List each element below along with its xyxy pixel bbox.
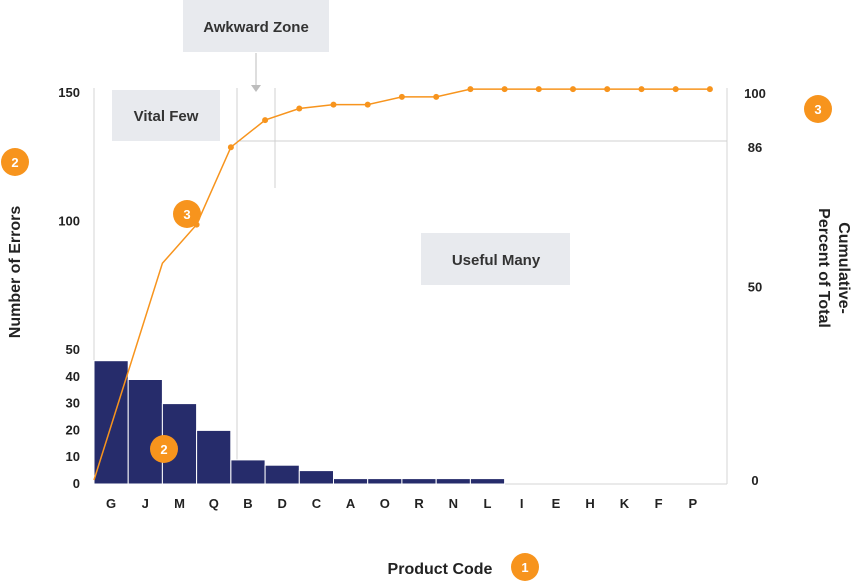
badge-right-axis-number: 3 xyxy=(814,102,821,117)
left-tick-label: 150 xyxy=(58,85,80,100)
right-axis-title: Cumulative- Percent of Total xyxy=(815,208,852,328)
cumulative-point-P xyxy=(706,86,713,93)
x-tick-label: H xyxy=(585,496,594,511)
cumulative-point-B xyxy=(262,117,269,124)
left-tick-label: 10 xyxy=(66,449,80,464)
cumulative-point-C xyxy=(330,101,337,108)
cumulative-point-H xyxy=(604,86,611,93)
x-tick-label: K xyxy=(620,496,630,511)
cumulative-point-I xyxy=(535,86,542,93)
x-tick-label: R xyxy=(414,496,424,511)
x-tick-label: L xyxy=(484,496,492,511)
bar-B xyxy=(230,459,266,485)
x-tick-label: D xyxy=(278,496,287,511)
cumulative-point-O xyxy=(398,93,405,100)
badge-bars: 2 xyxy=(150,435,178,463)
cumulative-point-Q xyxy=(227,144,234,151)
right-tick-label: 86 xyxy=(748,140,762,155)
bar-N xyxy=(435,478,471,485)
bar-Q xyxy=(196,429,232,485)
badge-x-axis: 1 xyxy=(511,553,539,581)
right-tick-label: 50 xyxy=(748,280,762,295)
left-tick-label: 40 xyxy=(66,369,80,384)
x-tick-label: J xyxy=(142,496,149,511)
awkward-zone-arrow-icon xyxy=(251,85,261,92)
badge-left-axis-number: 2 xyxy=(11,155,18,170)
cumulative-point-L xyxy=(501,86,508,93)
x-tick-label: I xyxy=(520,496,524,511)
x-tick-label: F xyxy=(655,496,663,511)
cumulative-point-F xyxy=(672,86,679,93)
awkward-zone-label: Awkward Zone xyxy=(203,19,309,36)
x-tick-label: B xyxy=(243,496,252,511)
badge-line-number: 3 xyxy=(183,207,190,222)
bar-L xyxy=(469,478,506,485)
cumulative-point-D xyxy=(296,105,303,112)
left-axis-title: Number of Errors xyxy=(7,206,24,339)
right-axis-title-line-1: Cumulative- xyxy=(835,222,852,314)
bar-R xyxy=(401,478,437,485)
vital-few-label: Vital Few xyxy=(134,108,199,125)
x-tick-label: O xyxy=(380,496,390,511)
left-tick-label: 50 xyxy=(66,342,80,357)
x-tick-label: M xyxy=(174,496,185,511)
right-axis-ticks: 0 50 86 100 xyxy=(744,86,766,488)
bar-C xyxy=(298,470,334,485)
left-tick-label: 20 xyxy=(66,422,80,437)
bar-O xyxy=(367,478,403,485)
badge-right-axis: 3 xyxy=(804,95,832,123)
cumulative-point-N xyxy=(467,86,474,93)
x-tick-label: Q xyxy=(209,496,219,511)
left-tick-label: 100 xyxy=(58,214,80,229)
cumulative-line xyxy=(93,88,710,481)
left-tick-label: 0 xyxy=(73,476,80,491)
zone-useful-many: Useful Many xyxy=(421,233,570,285)
bar-series xyxy=(93,360,506,485)
x-tick-label: G xyxy=(106,496,116,511)
left-axis-ticks: 0 10 20 30 40 50 100 150 xyxy=(58,85,80,491)
zone-vital-few: Vital Few xyxy=(112,90,220,141)
cumulative-point-A xyxy=(364,101,371,108)
right-axis-title-line-2: Percent of Total xyxy=(815,208,832,328)
zone-awkward: Awkward Zone xyxy=(183,0,329,52)
bar-D xyxy=(264,464,300,485)
x-tick-label: P xyxy=(688,496,697,511)
bar-A xyxy=(333,478,369,485)
badge-x-axis-number: 1 xyxy=(521,560,528,575)
useful-many-label: Useful Many xyxy=(452,252,541,269)
cumulative-point-K xyxy=(638,86,645,93)
x-tick-label: E xyxy=(552,496,561,511)
cumulative-line-series xyxy=(93,86,713,481)
x-tick-label: N xyxy=(449,496,458,511)
right-tick-label: 100 xyxy=(744,86,766,101)
cumulative-point-E xyxy=(570,86,576,93)
x-tick-label: C xyxy=(312,496,322,511)
right-tick-label: 0 xyxy=(751,473,758,488)
bar-J xyxy=(127,379,163,485)
badge-line: 3 xyxy=(173,200,201,228)
badge-left-axis: 2 xyxy=(1,148,29,176)
x-tick-label: A xyxy=(346,496,356,511)
badge-bars-number: 2 xyxy=(160,442,167,457)
cumulative-point-R xyxy=(433,93,440,100)
x-axis-title: Product Code xyxy=(388,561,493,578)
left-tick-label: 30 xyxy=(66,396,80,411)
